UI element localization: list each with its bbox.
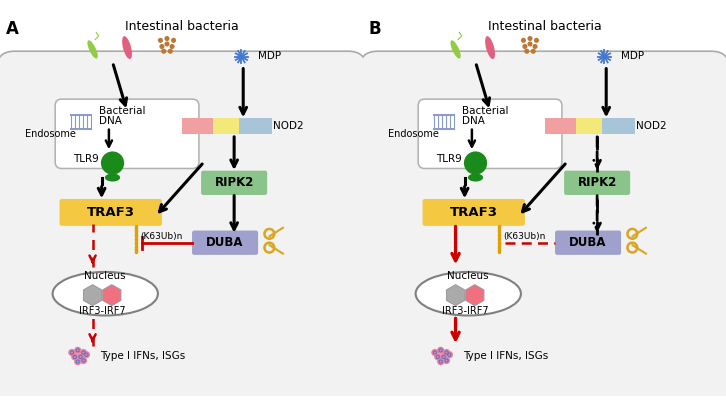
Text: DNA: DNA [99,115,122,126]
Circle shape [464,151,487,175]
Text: Type I IFNs, ISGs: Type I IFNs, ISGs [100,351,185,361]
Text: Intestinal bacteria: Intestinal bacteria [488,21,601,33]
Text: NOD2: NOD2 [273,121,303,131]
Text: B: B [368,21,381,38]
Bar [544,118,576,134]
Circle shape [437,347,444,354]
FancyBboxPatch shape [418,99,562,169]
Text: A: A [6,21,18,38]
Circle shape [521,38,526,43]
Circle shape [80,357,87,364]
Text: TRAF3: TRAF3 [449,206,498,219]
Text: RIPK2: RIPK2 [214,176,254,189]
Text: IRF3-IRF7: IRF3-IRF7 [79,306,126,316]
Ellipse shape [415,272,521,316]
Circle shape [443,349,450,356]
Circle shape [83,351,90,358]
Circle shape [101,151,124,175]
FancyBboxPatch shape [359,51,726,407]
Text: Bacterial: Bacterial [99,106,145,116]
Text: Nucleus: Nucleus [84,270,126,281]
Text: Endosome: Endosome [25,129,76,139]
Circle shape [171,38,176,43]
Ellipse shape [485,36,495,59]
Text: (K63Ub)n: (K63Ub)n [140,232,182,241]
Text: Nucleus: Nucleus [447,270,489,281]
Circle shape [524,48,529,54]
Circle shape [74,347,81,354]
Text: RIPK2: RIPK2 [577,176,617,189]
Text: DUBA: DUBA [569,236,607,249]
Circle shape [527,36,533,41]
FancyBboxPatch shape [192,231,258,255]
Circle shape [80,349,87,356]
Ellipse shape [122,36,132,59]
Ellipse shape [105,173,121,182]
Text: NOD2: NOD2 [636,121,666,131]
FancyBboxPatch shape [201,171,267,195]
Bar [239,118,272,134]
Circle shape [437,358,444,365]
Ellipse shape [52,272,158,316]
Circle shape [532,44,538,49]
Circle shape [434,353,441,360]
Circle shape [68,349,76,356]
Circle shape [77,353,84,360]
Bar [213,118,239,134]
Text: Bacterial: Bacterial [462,106,508,116]
Bar [576,118,602,134]
Circle shape [165,36,170,41]
FancyBboxPatch shape [555,231,621,255]
Text: MDP: MDP [258,51,281,60]
Circle shape [431,349,439,356]
FancyBboxPatch shape [423,199,525,226]
FancyBboxPatch shape [0,51,367,407]
Ellipse shape [468,173,484,182]
FancyBboxPatch shape [55,99,199,169]
Text: (K63Ub)n: (K63Ub)n [502,232,545,241]
Text: IRF3-IRF7: IRF3-IRF7 [442,306,489,316]
Circle shape [165,42,170,46]
Text: DNA: DNA [462,115,485,126]
Text: TRAF3: TRAF3 [86,206,135,219]
Circle shape [440,353,447,360]
Circle shape [160,44,165,49]
Text: Type I IFNs, ISGs: Type I IFNs, ISGs [463,351,548,361]
Text: MDP: MDP [621,51,644,60]
Circle shape [169,44,174,49]
Text: Endosome: Endosome [388,129,439,139]
Text: DUBA: DUBA [206,236,244,249]
Circle shape [161,48,166,54]
Circle shape [71,353,78,360]
Text: TLR9: TLR9 [73,155,98,164]
Circle shape [534,38,539,43]
Bar [602,118,635,134]
Ellipse shape [450,40,461,58]
Circle shape [74,358,81,365]
Circle shape [523,44,528,49]
Circle shape [443,357,450,364]
Bar [182,118,213,134]
Circle shape [527,42,533,46]
FancyBboxPatch shape [60,199,162,226]
Text: Intestinal bacteria: Intestinal bacteria [125,21,238,33]
FancyBboxPatch shape [564,171,630,195]
Circle shape [446,351,453,358]
Ellipse shape [87,40,98,58]
Text: TLR9: TLR9 [436,155,461,164]
Circle shape [168,48,173,54]
Circle shape [531,48,536,54]
Circle shape [158,38,163,43]
